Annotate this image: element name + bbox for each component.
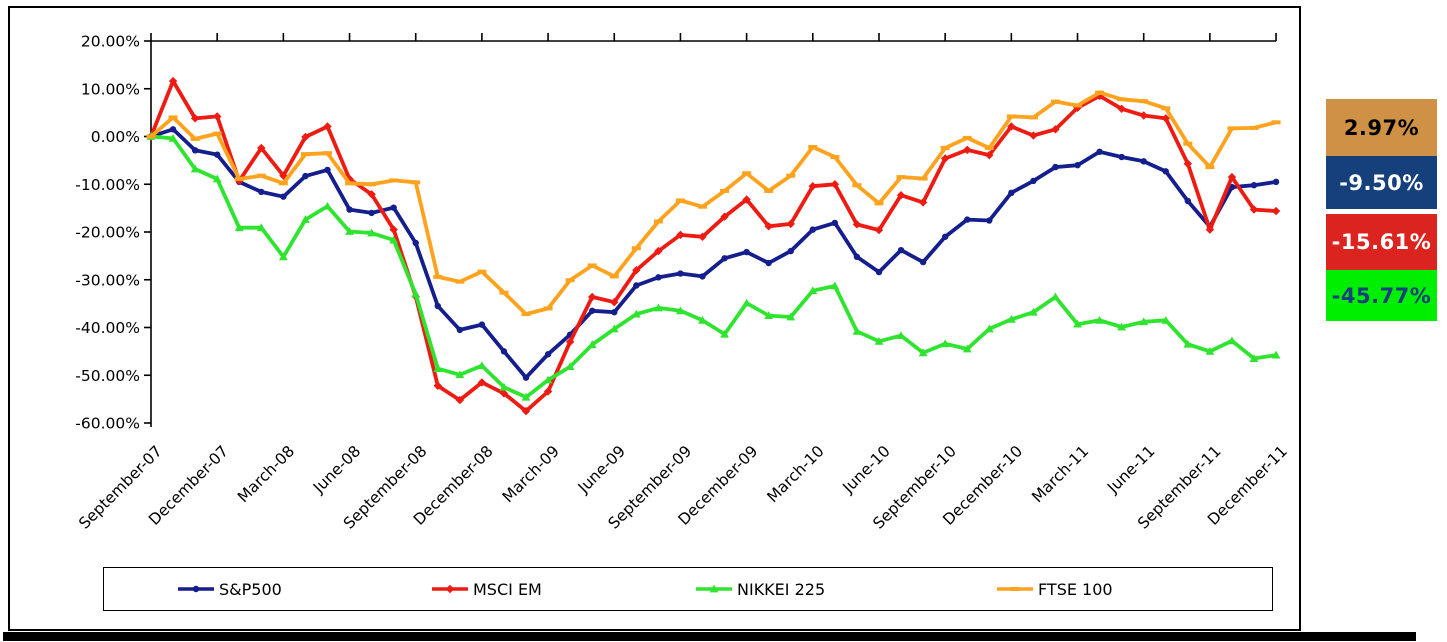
y-tick-label: -40.00%	[75, 319, 140, 337]
x-tick-label: March-11	[1028, 442, 1092, 506]
sp500-final-value-badge: -9.50%	[1326, 156, 1437, 209]
x-tick-label: March-10	[764, 442, 828, 506]
y-tick-label: -50.00%	[75, 367, 140, 385]
y-tick-label: 10.00%	[81, 80, 140, 98]
series-line	[149, 90, 1278, 317]
ftse-100-final-value-badge: 2.97%	[1326, 99, 1437, 156]
final-return-labels: 2.97% -9.50% -15.61% -45.77%	[1326, 99, 1437, 321]
y-tick-label: -30.00%	[75, 271, 140, 289]
sp500-line-sample-icon	[177, 580, 215, 599]
x-tick-label: June-10	[839, 442, 894, 497]
y-tick-label: 20.00%	[81, 33, 140, 51]
series-s-p500[interactable]	[147, 126, 1280, 381]
legend-label: NIKKEI 225	[737, 579, 826, 599]
axes	[144, 33, 1277, 427]
legend-label: MSCI EM	[473, 579, 542, 599]
series-ftse-100[interactable]	[146, 90, 1281, 317]
series-line	[149, 127, 1278, 380]
series-line	[149, 134, 1278, 400]
chart-legend: S&P500 MSCI EM NIKKEI 225 FTSE 100	[103, 567, 1273, 611]
y-tick-label: -60.00%	[75, 415, 140, 433]
msci-em-line-sample-icon	[431, 580, 469, 599]
x-tick-label: June-08	[309, 442, 364, 497]
ftse-100-line-sample-icon	[996, 580, 1034, 599]
series-msci-em[interactable]	[146, 76, 1281, 416]
legend-item-sp500[interactable]: S&P500	[177, 568, 282, 610]
x-tick-label: June-09	[574, 442, 629, 497]
legend-label: FTSE 100	[1038, 579, 1113, 599]
nikkei-225-final-value-badge: -45.77%	[1326, 270, 1437, 321]
legend-item-nikkei-225[interactable]: NIKKEI 225	[695, 568, 825, 610]
x-tick-label: June-11	[1103, 442, 1158, 497]
y-tick-label: 0.00%	[91, 128, 140, 146]
msci-em-final-value-badge: -15.61%	[1326, 214, 1437, 270]
y-axis-labels: 20.00% 10.00% 0.00% -10.00% -20.00% -30.00% -4…	[75, 33, 140, 433]
y-tick-label: -10.00%	[75, 176, 140, 194]
legend-item-msci-em[interactable]: MSCI EM	[431, 568, 542, 610]
nikkei-225-line-sample-icon	[695, 580, 733, 599]
legend-item-ftse-100[interactable]: FTSE 100	[996, 568, 1113, 610]
chart-outer-frame	[8, 6, 1301, 631]
bottom-black-bar	[3, 632, 1416, 641]
series-nikkei-225[interactable]	[146, 132, 1281, 401]
series-line	[149, 79, 1278, 414]
y-tick-label: -20.00%	[75, 224, 140, 242]
x-tick-label: March-09	[499, 442, 563, 506]
x-tick-label: March-08	[234, 442, 298, 506]
legend-label: S&P500	[219, 579, 282, 599]
